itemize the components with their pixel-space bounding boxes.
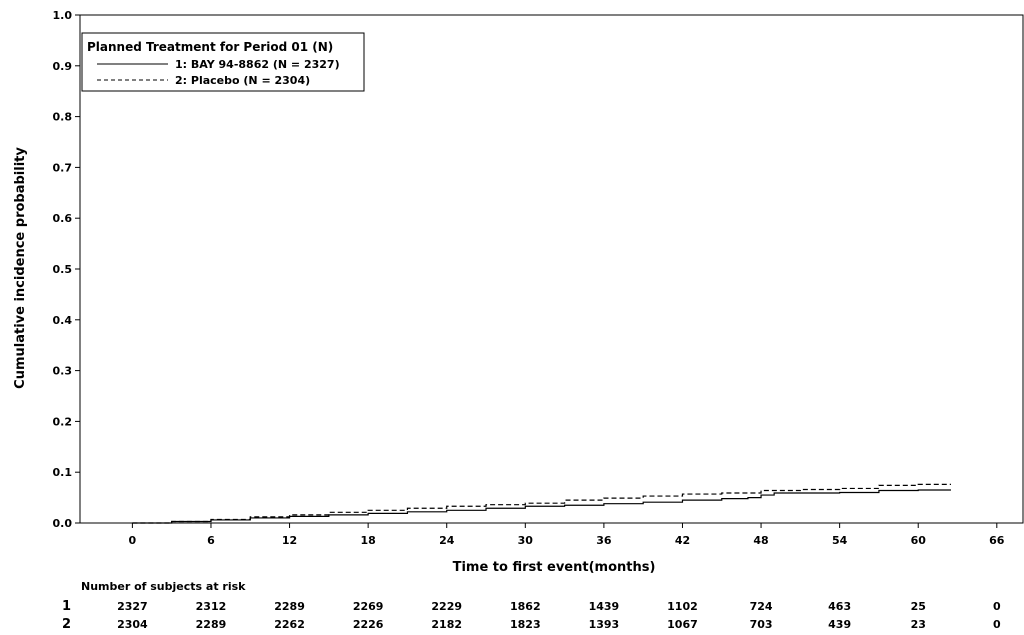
risk-cell: 2327: [117, 600, 148, 613]
risk-cell: 0: [993, 600, 1001, 613]
legend: Planned Treatment for Period 01 (N) 1: B…: [81, 32, 365, 92]
risk-cell: 724: [750, 600, 773, 613]
risk-cell: 2289: [196, 618, 227, 631]
x-tick-label: 30: [518, 534, 534, 547]
y-tick-label: 0.2: [53, 415, 73, 428]
x-tick-label: 66: [989, 534, 1005, 547]
risk-table: Number of subjects at risk 1 2327 2312 2289…: [62, 580, 1001, 632]
risk-cell: 1102: [667, 600, 698, 613]
x-tick-label: 18: [360, 534, 375, 547]
x-tick-label: 12: [282, 534, 297, 547]
x-tick-label: 36: [596, 534, 612, 547]
risk-cell: 463: [828, 600, 851, 613]
risk-cell: 1393: [589, 618, 620, 631]
risk-cell: 2226: [353, 618, 384, 631]
y-tick-label: 0.8: [53, 111, 73, 124]
legend-entry-1: 1: BAY 94-8862 (N = 2327): [175, 58, 340, 71]
risk-cell: 0: [993, 618, 1001, 631]
y-tick-label: 0.3: [53, 365, 73, 378]
risk-cell: 1439: [589, 600, 620, 613]
y-tick-label: 0.0: [53, 517, 73, 530]
risk-cell: 2262: [274, 618, 305, 631]
y-tick-label: 0.6: [53, 212, 73, 225]
y-tick-label: 1.0: [53, 9, 73, 22]
risk-cell: 1067: [667, 618, 698, 631]
series-lines: [132, 483, 951, 524]
risk-cell: 703: [750, 618, 773, 631]
y-tick-label: 0.5: [53, 263, 73, 276]
risk-cell: 2269: [353, 600, 384, 613]
x-tick-label: 42: [675, 534, 690, 547]
x-tick-label: 48: [753, 534, 768, 547]
y-axis-label: Cumulative incidence probability: [13, 147, 28, 389]
risk-cell: 1823: [510, 618, 541, 631]
risk-table-title: Number of subjects at risk: [81, 580, 246, 593]
y-tick-label: 0.7: [53, 161, 73, 174]
legend-box: [81, 32, 365, 92]
series-line-2: [132, 483, 951, 524]
x-axis-label: Time to first event(months): [453, 560, 656, 575]
x-tick-label: 60: [911, 534, 927, 547]
risk-cell: 2229: [431, 600, 462, 613]
risk-cell: 2182: [431, 618, 462, 631]
x-tick-label: 6: [207, 534, 215, 547]
legend-entry-2: 2: Placebo (N = 2304): [175, 74, 310, 87]
y-tick-label: 0.1: [53, 466, 73, 479]
x-tick-label: 0: [129, 534, 137, 547]
risk-cell: 2289: [274, 600, 305, 613]
risk-cell: 25: [911, 600, 926, 613]
axes: 0.0 0.1 0.2 0.3 0.4 0.5 0.6 0.7 0.8 0.9 1.0 0 6 12 18 2…: [53, 9, 1005, 547]
y-tick-label: 0.9: [53, 60, 73, 73]
series-line-1: [132, 489, 951, 524]
legend-title: Planned Treatment for Period 01 (N): [87, 40, 333, 54]
risk-cell: 1862: [510, 600, 541, 613]
y-tick-label: 0.4: [53, 314, 73, 327]
x-tick-label: 54: [832, 534, 848, 547]
risk-cell: 439: [828, 618, 851, 631]
risk-cell: 2304: [117, 618, 148, 631]
risk-row-group-label: 2: [62, 617, 71, 632]
risk-row-group-label: 1: [62, 599, 71, 614]
risk-cell: 23: [911, 618, 926, 631]
x-tick-label: 24: [439, 534, 455, 547]
risk-cell: 2312: [196, 600, 227, 613]
